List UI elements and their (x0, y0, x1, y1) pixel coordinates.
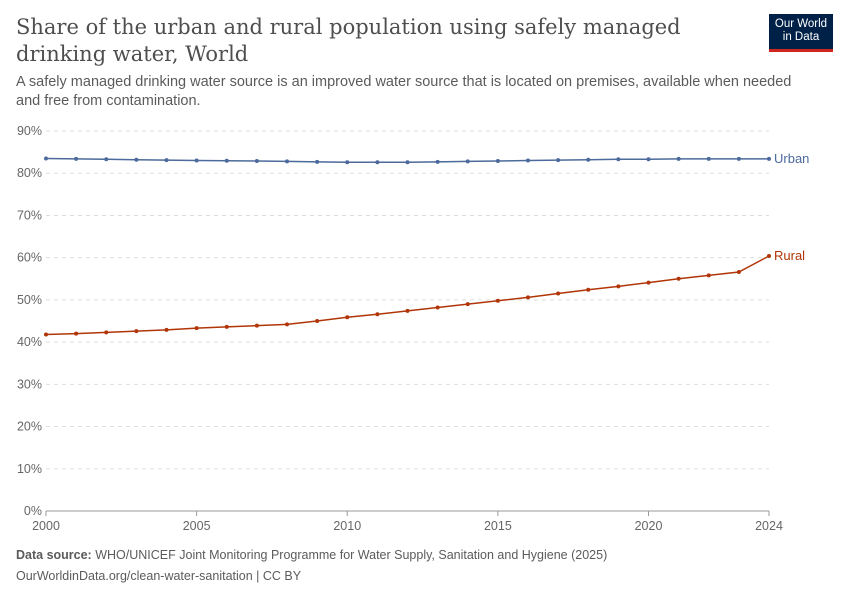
data-point (495, 158, 500, 163)
data-point (315, 159, 320, 164)
data-point (194, 158, 199, 163)
y-tick-label: 30% (17, 377, 42, 391)
data-point (435, 305, 440, 310)
data-point (586, 287, 591, 292)
data-point (736, 270, 741, 275)
data-point (345, 160, 350, 165)
y-tick-label: 0% (24, 504, 42, 518)
y-tick-label: 90% (17, 124, 42, 138)
x-tick-label: 2020 (635, 519, 663, 533)
data-point (315, 319, 320, 323)
y-tick-label: 50% (17, 293, 42, 307)
y-tick-label: 70% (17, 208, 42, 222)
source-label: Data source: (16, 548, 92, 562)
data-point (586, 157, 591, 162)
data-point (405, 308, 410, 313)
chart-subtitle: A safely managed drinking water source i… (16, 74, 792, 109)
data-point (285, 322, 289, 327)
x-tick-label: 2015 (484, 519, 512, 533)
data-point (44, 332, 48, 337)
x-tick-label: 2000 (32, 519, 60, 533)
data-point (405, 160, 410, 165)
data-point (646, 157, 651, 162)
data-point (526, 295, 530, 300)
data-point (767, 156, 771, 161)
data-point (285, 159, 289, 164)
data-point (254, 323, 259, 328)
data-point (104, 157, 109, 162)
source-url[interactable]: OurWorldinData.org/clean-water-sanitatio… (16, 569, 302, 583)
data-point (646, 280, 651, 285)
y-tick-label: 80% (17, 166, 42, 180)
data-point (74, 331, 79, 336)
source-text: WHO/UNICEF Joint Monitoring Programme fo… (95, 548, 608, 562)
y-tick-label: 40% (17, 335, 42, 349)
data-point (676, 276, 681, 281)
data-point (465, 159, 470, 164)
y-tick-label: 10% (17, 462, 42, 476)
data-point (194, 326, 199, 331)
data-point (616, 157, 621, 162)
data-point (465, 302, 470, 307)
line-chart: 0% 10% 20% 30% 40% 50% 60% 70% 80% 90% 2000 2005 201… (17, 124, 809, 533)
data-point (375, 160, 380, 165)
data-point (736, 156, 741, 161)
data-point (164, 327, 169, 332)
chart-title: Share of the urban and rural population … (16, 15, 681, 66)
series-label: Urban (774, 151, 809, 166)
data-point (104, 330, 109, 335)
data-point (375, 312, 380, 317)
data-point (224, 158, 229, 163)
data-point (706, 156, 711, 161)
data-point (676, 156, 681, 161)
data-point (616, 284, 621, 289)
x-tick-label: 2024 (755, 519, 783, 533)
logo-text: Our World in Data (774, 18, 828, 43)
data-point (706, 273, 711, 278)
x-tick-label: 2010 (333, 519, 361, 533)
data-point (74, 156, 79, 161)
data-source: Data source: WHO/UNICEF Joint Monitoring… (16, 548, 607, 562)
data-point (435, 159, 440, 164)
data-point (134, 157, 139, 162)
data-point (767, 253, 771, 258)
x-tick-label: 2005 (183, 519, 211, 533)
data-point (526, 158, 530, 163)
y-tick-label: 60% (17, 251, 42, 265)
data-point (134, 329, 139, 334)
series-label: Rural (774, 248, 805, 263)
y-tick-label: 20% (17, 420, 42, 434)
data-point (224, 324, 229, 329)
data-point (44, 156, 48, 161)
data-point (556, 291, 561, 296)
data-point (254, 158, 259, 163)
owid-logo[interactable]: Our World in Data (769, 14, 833, 52)
data-point (164, 158, 169, 163)
data-point (556, 158, 561, 163)
data-point (495, 298, 500, 303)
data-point (345, 315, 350, 320)
series-line-rural (45, 255, 770, 336)
